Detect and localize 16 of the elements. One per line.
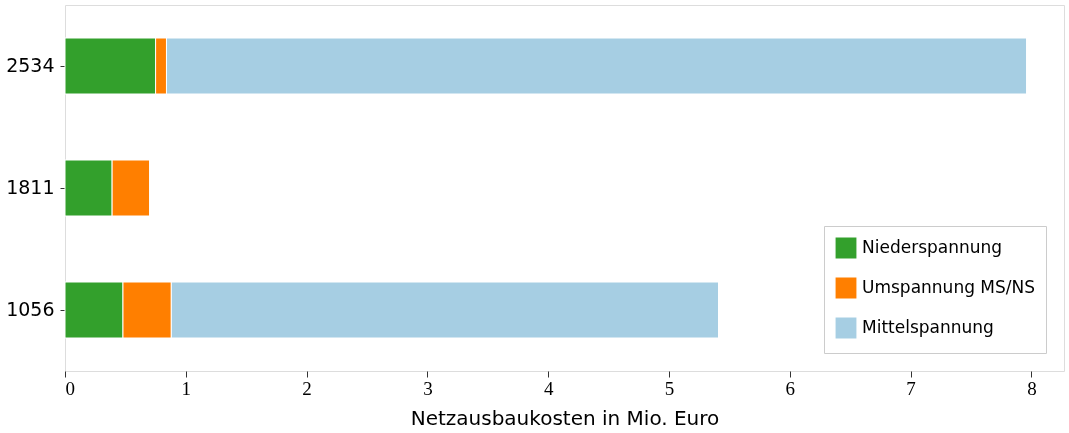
x-tick-label: 7: [906, 377, 916, 399]
legend-label: Niederspannung: [862, 237, 1003, 257]
x-tick-label: 1: [181, 377, 192, 399]
x-axis-title: Netzausbaukosten in Mio. Euro: [410, 405, 720, 430]
x-tick-label: 3: [423, 377, 433, 399]
legend-label: Umspannung MS/NS: [862, 277, 1036, 297]
legend-label: Mittelspannung: [862, 317, 994, 337]
y-tick-label: 1811: [6, 176, 55, 198]
x-tick-label: 2: [302, 377, 312, 399]
y-tick-label: 2534: [6, 54, 55, 76]
y-tick-label: 1056: [6, 298, 55, 320]
x-tick-label: 0: [65, 377, 75, 399]
x-tick-label: 8: [1027, 377, 1037, 399]
x-tick-label: 4: [543, 377, 554, 399]
x-tick-label: 6: [785, 377, 796, 399]
x-tick-label: 5: [664, 377, 675, 399]
